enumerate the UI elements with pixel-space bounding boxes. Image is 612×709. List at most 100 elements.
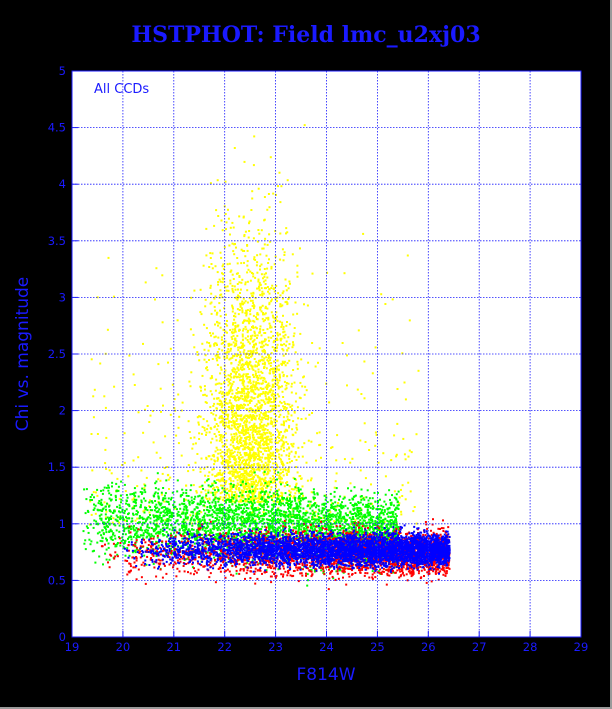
yellow-point [267, 418, 269, 421]
yellow-point [245, 395, 248, 398]
green-point [189, 533, 191, 536]
yellow-point [249, 279, 252, 282]
green-point [393, 523, 395, 526]
yellow-point [286, 231, 289, 234]
yellow-point [236, 355, 239, 358]
yellow-point [291, 253, 294, 256]
green-point [111, 511, 114, 514]
yellow-point [275, 284, 278, 287]
yellow-point [228, 262, 231, 265]
yellow-point [221, 272, 223, 275]
yellow-point [204, 298, 207, 301]
green-point [166, 535, 169, 538]
yellow-point [274, 438, 277, 441]
green-point [366, 489, 369, 492]
yellow-point [221, 457, 224, 460]
yellow-point [223, 334, 225, 337]
yellow-point [143, 509, 146, 512]
yellow-point [329, 511, 332, 514]
yellow-point [280, 343, 282, 346]
yellow-point [268, 431, 271, 434]
yellow-point [306, 479, 309, 482]
green-point [165, 531, 168, 534]
yellow-point [249, 382, 252, 385]
green-point [263, 500, 266, 502]
green-point [218, 538, 221, 541]
yellow-point [279, 303, 282, 306]
yellow-point [251, 455, 254, 458]
yellow-point [259, 253, 262, 256]
yellow-point [240, 468, 243, 471]
yellow-point [267, 360, 270, 363]
yellow-point [268, 258, 270, 261]
green-point [351, 516, 354, 519]
yellow-point [169, 476, 172, 479]
yellow-point [166, 466, 169, 468]
yellow-point [92, 416, 95, 419]
yellow-point [235, 405, 238, 408]
green-point [379, 519, 382, 522]
yellow-point [231, 475, 234, 477]
green-point [105, 508, 107, 511]
yellow-point [259, 325, 262, 328]
green-point [245, 517, 248, 520]
green-point [164, 492, 167, 495]
green-point [157, 544, 160, 547]
green-point [217, 519, 220, 522]
yellow-point [249, 299, 252, 302]
yellow-point [226, 393, 229, 396]
yellow-point [236, 482, 239, 485]
yellow-point [250, 480, 253, 483]
yellow-point [116, 477, 119, 480]
yellow-point [254, 385, 257, 388]
yellow-point [248, 475, 251, 478]
yellow-point [287, 470, 290, 473]
yellow-point [199, 288, 202, 291]
yellow-point [233, 422, 236, 425]
yellow-point [223, 459, 226, 462]
green-point [373, 491, 376, 494]
yellow-point [377, 461, 380, 464]
yellow-point [253, 428, 256, 431]
yellow-point [260, 334, 263, 337]
yellow-point [250, 504, 253, 507]
yellow-point [242, 416, 245, 419]
yellow-point [90, 433, 93, 435]
yellow-point [229, 378, 232, 381]
yellow-point [298, 396, 301, 399]
yellow-point [243, 392, 246, 395]
yellow-point [231, 328, 234, 331]
green-point [132, 500, 135, 503]
green-point [389, 519, 392, 522]
yellow-point [194, 512, 197, 515]
yellow-point [232, 341, 235, 344]
yellow-point [231, 356, 234, 359]
yellow-point [161, 472, 164, 475]
yellow-point [261, 362, 264, 365]
yellow-point [277, 387, 280, 390]
yellow-point [162, 404, 164, 407]
green-point [190, 511, 193, 514]
yellow-point [408, 449, 411, 452]
yellow-point [259, 493, 262, 496]
yellow-point [259, 394, 261, 397]
yellow-point [275, 346, 278, 349]
yellow-point [146, 405, 149, 407]
yellow-point [219, 448, 222, 451]
yellow-point [132, 373, 135, 376]
yellow-point [286, 415, 289, 418]
yellow-point [246, 393, 249, 396]
yellow-point [252, 319, 255, 322]
yellow-point [173, 398, 176, 401]
yellow-point [400, 488, 402, 491]
green-point [117, 485, 120, 488]
yellow-point [292, 496, 295, 499]
yellow-point [279, 333, 281, 336]
green-point [338, 498, 340, 501]
yellow-point [315, 459, 317, 462]
yellow-point [298, 475, 301, 478]
yellow-point [273, 398, 276, 401]
yellow-point [128, 354, 131, 357]
yellow-point [245, 498, 248, 501]
green-point [132, 526, 135, 529]
